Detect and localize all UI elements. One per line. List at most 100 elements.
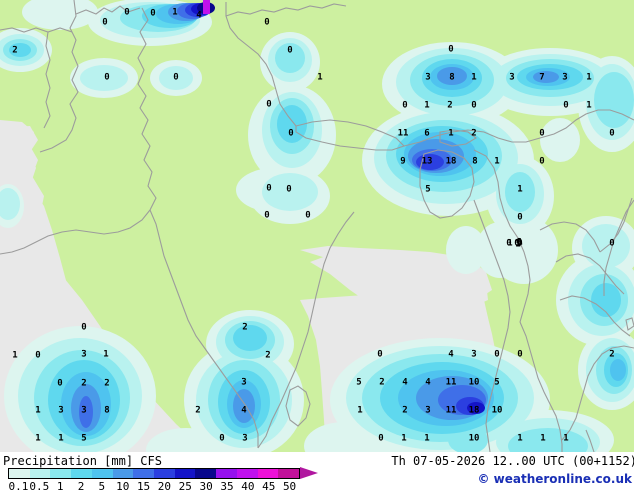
precip-value: 1	[586, 72, 592, 83]
colorbar-swatch-1	[50, 469, 72, 478]
precip-value: 0	[514, 238, 520, 249]
precip-value: 0	[609, 128, 615, 139]
colorbar-tick-25: 25	[178, 480, 192, 490]
precip-value: 0	[286, 184, 292, 195]
precip-value: 0	[378, 433, 384, 444]
precip-value: 1	[58, 433, 64, 444]
precip-value: 0	[377, 349, 383, 360]
precip-value: 1	[540, 433, 546, 444]
precip-value: 0	[266, 99, 272, 110]
precip-value: 0	[264, 17, 270, 28]
precip-value: 5	[356, 377, 362, 388]
colorbar-swatch-50	[278, 469, 300, 478]
precipitation-map[interactable]: 0 0 1 4 2 0 0 0 0 0 1 0 0 0 0 0 0 0 3 8 1 3 7 3 1 0 1 2 0 0 1 11 6 1 2 0 0 9 1…	[0, 0, 634, 452]
precip-value: 0	[516, 237, 522, 248]
precip-value: 0	[104, 72, 110, 83]
colorbar-tick-0.1: 0.1	[8, 480, 29, 490]
precip-value: 0	[219, 433, 225, 444]
precip-value: 3	[242, 433, 248, 444]
precip-value: 0	[288, 128, 294, 139]
precip-value: 5	[81, 433, 87, 444]
precip-value: 4	[241, 405, 247, 416]
precip-value: 3	[81, 405, 87, 416]
precip-value: 3	[509, 72, 515, 83]
precip-value: 0	[124, 7, 130, 18]
colorbar-tick-50: 50	[282, 480, 297, 490]
precip-value: 1	[515, 239, 521, 250]
colorbar-swatch-0.5	[29, 469, 51, 478]
precip-value: 3	[58, 405, 64, 416]
colorbar-tick-30: 30	[199, 480, 213, 490]
legend-footer: Precipitation [mm] CFS 0.1 0.5 1 2 5 10 15 20 25…	[0, 452, 634, 490]
precip-value: 1	[357, 405, 363, 416]
precip-value: 0	[305, 210, 311, 221]
precip-value: 4	[425, 377, 431, 388]
legend-title: Precipitation [mm] CFS	[3, 454, 162, 468]
precip-value: 2	[609, 349, 615, 360]
colorbar-tick-35: 35	[220, 480, 234, 490]
precip-value: 3	[425, 405, 431, 416]
precip-value: 1	[563, 433, 569, 444]
precip-value: 1	[35, 433, 41, 444]
precip-value: 0	[102, 17, 108, 28]
colorbar-tick-45: 45	[262, 480, 276, 490]
precip-value: 1	[12, 350, 18, 361]
colorbar-swatch-15	[133, 469, 155, 478]
precip-value: 5	[494, 377, 500, 388]
precip-core-magenta	[203, 0, 210, 14]
colorbar-tick-40: 40	[241, 480, 255, 490]
precip-value: 3	[81, 349, 87, 360]
precip-value: 2	[104, 378, 110, 389]
precip-value: 8	[472, 156, 478, 167]
precip-value: 0	[264, 210, 270, 221]
precip-value: 11	[445, 377, 457, 388]
precipitation-colorbar[interactable]	[8, 468, 300, 479]
precip-value: 6	[424, 128, 430, 139]
colorbar-swatch-45	[257, 469, 279, 478]
precip-value: 1	[586, 100, 592, 111]
colorbar-tick-15: 15	[136, 480, 151, 490]
precip-value: 1	[494, 156, 500, 167]
precip-value: 0	[494, 349, 500, 360]
precip-value: 0	[173, 72, 179, 83]
precip-value: 10	[491, 405, 503, 416]
precip-value: 0	[150, 8, 156, 19]
precip-value: 0	[81, 322, 87, 333]
precip-value: 3	[241, 377, 247, 388]
precip-value: 18	[445, 156, 457, 167]
precip-value: 0	[471, 100, 477, 111]
precip-value: 2	[81, 378, 87, 389]
precip-value: 0	[402, 100, 408, 111]
precip-value: 3	[425, 72, 431, 83]
precip-value: 1	[517, 433, 523, 444]
colorbar-tick-5: 5	[98, 480, 106, 490]
precip-value: 18	[468, 405, 480, 416]
precip-value: 1	[471, 72, 477, 83]
precip-value: 1	[424, 433, 430, 444]
precip-value: 9	[400, 156, 406, 167]
precip-value: 0	[563, 100, 569, 111]
precip-value: 0	[35, 350, 41, 361]
model-run-timestamp: Th 07-05-2026 12..00 UTC (00+1152)	[391, 454, 634, 468]
precip-value: 3	[471, 349, 477, 360]
precip-value: 2	[242, 322, 248, 333]
precip-value: 2	[447, 100, 453, 111]
colorbar-swatch-30	[195, 469, 217, 478]
precip-value: 0	[506, 238, 512, 249]
copyright-credit[interactable]: © weatheronline.co.uk	[477, 472, 632, 486]
precip-value: 2	[471, 128, 477, 139]
precip-value: 4	[402, 377, 408, 388]
precip-value: 11	[397, 128, 409, 139]
precip-value: 1	[507, 238, 513, 249]
colorbar-tick-2: 2	[77, 480, 85, 490]
colorbar-swatch-25	[174, 469, 196, 478]
precip-value: 3	[562, 72, 568, 83]
precip-value: 1	[172, 7, 178, 18]
precip-value: 1	[317, 72, 323, 83]
precip-value: 2	[12, 45, 18, 56]
precip-value: 0	[57, 378, 63, 389]
precip-value: 0	[539, 128, 545, 139]
colorbar-swatch-35	[216, 469, 237, 478]
precip-value: 1	[103, 349, 109, 360]
